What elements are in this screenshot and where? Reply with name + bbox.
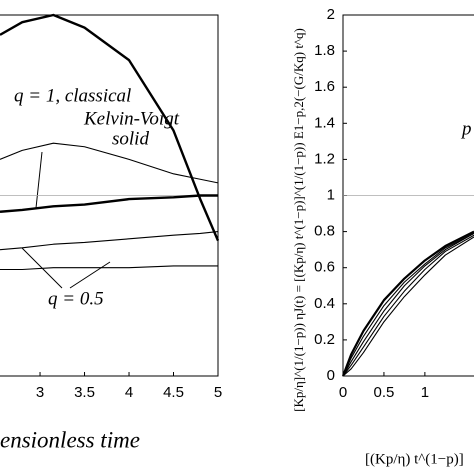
x-tick-label: 5	[214, 384, 222, 401]
leader-line	[69, 261, 111, 289]
data-line	[342, 234, 474, 377]
x-tick-label: 1	[421, 384, 429, 401]
x-tick-label: 4.5	[163, 384, 184, 401]
data-line	[342, 232, 474, 377]
y-tick-label: 1.8	[314, 42, 335, 59]
y-axis-label: [Kp/η]^(1/(1−p)) ηJ(t) = [(Kp/η) t^(1−p)…	[291, 28, 306, 412]
y-tick-label: 1.2	[314, 150, 335, 167]
annotation: p	[460, 118, 472, 139]
y-tick-label: 0	[327, 367, 335, 384]
data-line	[0, 265, 218, 271]
y-tick-label: 1.4	[314, 114, 335, 131]
y-tick-label: 0.8	[314, 223, 335, 240]
y-tick-label: 1.6	[314, 78, 335, 95]
leader-line	[35, 151, 43, 209]
data-line	[0, 142, 219, 184]
x-tick-label: 3	[36, 384, 44, 401]
annotation: q = 0.5	[48, 288, 104, 309]
y-tick-label: 0.2	[314, 331, 335, 348]
data-line	[341, 230, 474, 377]
data-line	[0, 231, 219, 251]
data-line	[342, 236, 474, 377]
y-tick-label: 0.4	[314, 295, 335, 312]
data-line	[0, 13, 220, 242]
x-axis-label: [(Kp/η) t^(1−p)]	[365, 451, 464, 467]
x-tick-label: 0.5	[374, 384, 395, 401]
y-tick-label: 2	[327, 6, 335, 23]
annotation: Kelvin-Voigt	[83, 108, 180, 129]
y-tick-label: 1	[327, 186, 335, 203]
x-tick-label: 4	[125, 384, 133, 401]
x-tick-label: 0	[339, 384, 347, 401]
annotation: solid	[112, 128, 149, 149]
data-line	[0, 194, 218, 213]
y-tick-label: 0.6	[314, 259, 335, 276]
x-tick-label: 3.5	[74, 384, 95, 401]
data-line	[342, 232, 474, 377]
annotation: q = 1, classical	[14, 85, 131, 106]
x-axis-label: ensionless time	[0, 427, 140, 452]
